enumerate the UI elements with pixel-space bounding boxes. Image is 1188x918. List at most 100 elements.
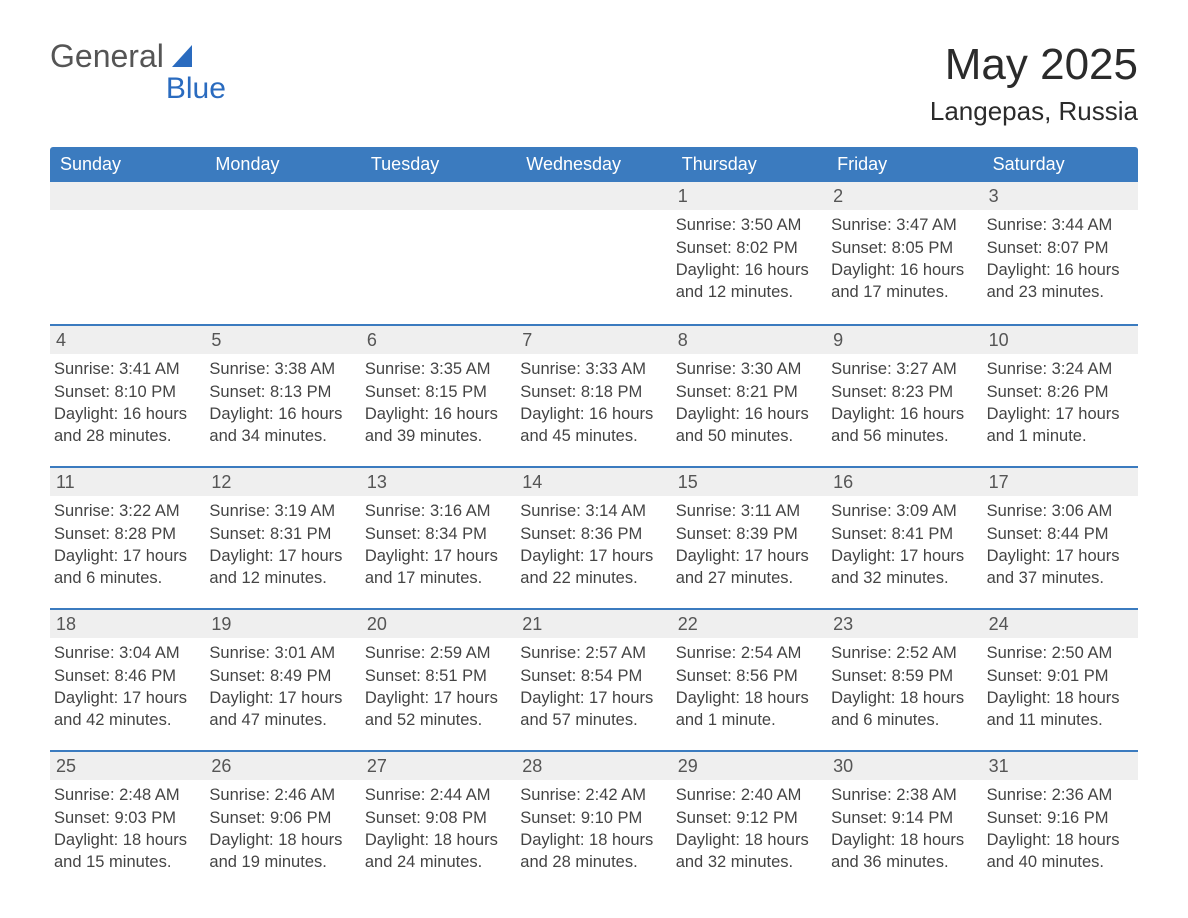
day-number: 18 xyxy=(50,610,205,638)
day-details: Sunrise: 2:38 AMSunset: 9:14 PMDaylight:… xyxy=(829,784,974,873)
weekday-header-row: SundayMondayTuesdayWednesdayThursdayFrid… xyxy=(50,147,1138,182)
weekday-label: Friday xyxy=(827,147,982,182)
day-number: 27 xyxy=(361,752,516,780)
day-number: 1 xyxy=(672,182,827,210)
day-details: Sunrise: 3:19 AMSunset: 8:31 PMDaylight:… xyxy=(207,500,352,589)
sunset-line: Sunset: 9:10 PM xyxy=(520,807,663,829)
daylight-line: Daylight: 17 hours and 27 minutes. xyxy=(676,545,819,590)
sunset-line: Sunset: 9:16 PM xyxy=(987,807,1130,829)
sunrise-line: Sunrise: 3:19 AM xyxy=(209,500,352,522)
day-cell: 10Sunrise: 3:24 AMSunset: 8:26 PMDayligh… xyxy=(983,326,1138,464)
daylight-line: Daylight: 17 hours and 37 minutes. xyxy=(987,545,1130,590)
day-details: Sunrise: 3:14 AMSunset: 8:36 PMDaylight:… xyxy=(518,500,663,589)
sunrise-line: Sunrise: 3:33 AM xyxy=(520,358,663,380)
day-number: 7 xyxy=(516,326,671,354)
daylight-line: Daylight: 18 hours and 36 minutes. xyxy=(831,829,974,874)
sunset-line: Sunset: 8:31 PM xyxy=(209,523,352,545)
day-number: 4 xyxy=(50,326,205,354)
day-number: 2 xyxy=(827,182,982,210)
day-details: Sunrise: 2:36 AMSunset: 9:16 PMDaylight:… xyxy=(985,784,1130,873)
day-cell: 20Sunrise: 2:59 AMSunset: 8:51 PMDayligh… xyxy=(361,610,516,748)
day-details: Sunrise: 3:44 AMSunset: 8:07 PMDaylight:… xyxy=(985,214,1130,303)
day-cell: 23Sunrise: 2:52 AMSunset: 8:59 PMDayligh… xyxy=(827,610,982,748)
sunrise-line: Sunrise: 2:42 AM xyxy=(520,784,663,806)
sunset-line: Sunset: 8:44 PM xyxy=(987,523,1130,545)
weekday-label: Thursday xyxy=(672,147,827,182)
day-cell: 11Sunrise: 3:22 AMSunset: 8:28 PMDayligh… xyxy=(50,468,205,606)
sunrise-line: Sunrise: 2:48 AM xyxy=(54,784,197,806)
week-row: 25Sunrise: 2:48 AMSunset: 9:03 PMDayligh… xyxy=(50,750,1138,890)
sunrise-line: Sunrise: 2:54 AM xyxy=(676,642,819,664)
day-details: Sunrise: 3:27 AMSunset: 8:23 PMDaylight:… xyxy=(829,358,974,447)
day-cell: 25Sunrise: 2:48 AMSunset: 9:03 PMDayligh… xyxy=(50,752,205,890)
daylight-line: Daylight: 17 hours and 57 minutes. xyxy=(520,687,663,732)
sunrise-line: Sunrise: 3:16 AM xyxy=(365,500,508,522)
day-details: Sunrise: 3:04 AMSunset: 8:46 PMDaylight:… xyxy=(52,642,197,731)
sunset-line: Sunset: 8:23 PM xyxy=(831,381,974,403)
daylight-line: Daylight: 17 hours and 12 minutes. xyxy=(209,545,352,590)
sunrise-line: Sunrise: 3:41 AM xyxy=(54,358,197,380)
week-row: 1Sunrise: 3:50 AMSunset: 8:02 PMDaylight… xyxy=(50,182,1138,322)
daylight-line: Daylight: 16 hours and 34 minutes. xyxy=(209,403,352,448)
week-row: 18 Sunrise: 3:04 AMSunset: 8:46 PMDayligh… xyxy=(50,608,1138,748)
day-number: 10 xyxy=(983,326,1138,354)
daylight-line: Daylight: 16 hours and 50 minutes. xyxy=(676,403,819,448)
day-details: Sunrise: 3:16 AMSunset: 8:34 PMDaylight:… xyxy=(363,500,508,589)
day-cell: 12Sunrise: 3:19 AMSunset: 8:31 PMDayligh… xyxy=(205,468,360,606)
sunrise-line: Sunrise: 3:47 AM xyxy=(831,214,974,236)
daylight-line: Daylight: 17 hours and 6 minutes. xyxy=(54,545,197,590)
sunset-line: Sunset: 8:02 PM xyxy=(676,237,819,259)
day-number: 16 xyxy=(827,468,982,496)
day-cell: 7Sunrise: 3:33 AMSunset: 8:18 PMDaylight… xyxy=(516,326,671,464)
day-number: 22 xyxy=(672,610,827,638)
day-details: Sunrise: 3:41 AMSunset: 8:10 PMDaylight:… xyxy=(52,358,197,447)
sunset-line: Sunset: 8:15 PM xyxy=(365,381,508,403)
daylight-line: Daylight: 17 hours and 47 minutes. xyxy=(209,687,352,732)
daylight-line: Daylight: 17 hours and 52 minutes. xyxy=(365,687,508,732)
sunrise-line: Sunrise: 2:36 AM xyxy=(987,784,1130,806)
sunset-line: Sunset: 8:10 PM xyxy=(54,381,197,403)
day-details: Sunrise: 3:30 AMSunset: 8:21 PMDaylight:… xyxy=(674,358,819,447)
daylight-line: Daylight: 17 hours and 42 minutes. xyxy=(54,687,197,732)
sunrise-line: Sunrise: 3:01 AM xyxy=(209,642,352,664)
day-cell xyxy=(361,182,516,322)
sunrise-line: Sunrise: 3:35 AM xyxy=(365,358,508,380)
daylight-line: Daylight: 18 hours and 32 minutes. xyxy=(676,829,819,874)
day-number: 13 xyxy=(361,468,516,496)
day-cell: 13 Sunrise: 3:16 AMSunset: 8:34 PMDayligh… xyxy=(361,468,516,606)
day-number: 23 xyxy=(827,610,982,638)
day-cell: 30Sunrise: 2:38 AMSunset: 9:14 PMDayligh… xyxy=(827,752,982,890)
sunset-line: Sunset: 9:14 PM xyxy=(831,807,974,829)
sunset-line: Sunset: 8:56 PM xyxy=(676,665,819,687)
day-number: 20 xyxy=(361,610,516,638)
sunrise-line: Sunrise: 2:40 AM xyxy=(676,784,819,806)
sunrise-line: Sunrise: 2:38 AM xyxy=(831,784,974,806)
day-details: Sunrise: 2:57 AMSunset: 8:54 PMDaylight:… xyxy=(518,642,663,731)
sunrise-line: Sunrise: 3:38 AM xyxy=(209,358,352,380)
daylight-line: Daylight: 18 hours and 24 minutes. xyxy=(365,829,508,874)
week-row: 11Sunrise: 3:22 AMSunset: 8:28 PMDayligh… xyxy=(50,466,1138,606)
day-details: Sunrise: 3:22 AMSunset: 8:28 PMDaylight:… xyxy=(52,500,197,589)
sunrise-line: Sunrise: 2:57 AM xyxy=(520,642,663,664)
sunset-line: Sunset: 8:51 PM xyxy=(365,665,508,687)
day-details: Sunrise: 2:46 AMSunset: 9:06 PMDaylight:… xyxy=(207,784,352,873)
day-details: Sunrise: 2:54 AMSunset: 8:56 PMDaylight:… xyxy=(674,642,819,731)
day-cell: 27Sunrise: 2:44 AMSunset: 9:08 PMDayligh… xyxy=(361,752,516,890)
day-number: 5 xyxy=(205,326,360,354)
weekday-label: Wednesday xyxy=(516,147,671,182)
daylight-line: Daylight: 17 hours and 17 minutes. xyxy=(365,545,508,590)
day-number: 29 xyxy=(672,752,827,780)
day-number: 3 xyxy=(983,182,1138,210)
sunrise-line: Sunrise: 2:50 AM xyxy=(987,642,1130,664)
sunrise-line: Sunrise: 3:06 AM xyxy=(987,500,1130,522)
day-cell: 14Sunrise: 3:14 AMSunset: 8:36 PMDayligh… xyxy=(516,468,671,606)
day-number xyxy=(516,182,671,210)
sunset-line: Sunset: 8:13 PM xyxy=(209,381,352,403)
day-cell: 21Sunrise: 2:57 AMSunset: 8:54 PMDayligh… xyxy=(516,610,671,748)
daylight-line: Daylight: 18 hours and 11 minutes. xyxy=(987,687,1130,732)
month-title: May 2025 xyxy=(930,40,1138,90)
sunset-line: Sunset: 9:12 PM xyxy=(676,807,819,829)
top-row: General Blue May 2025 Langepas, Russia xyxy=(50,40,1138,137)
daylight-line: Daylight: 16 hours and 28 minutes. xyxy=(54,403,197,448)
day-details: Sunrise: 3:35 AMSunset: 8:15 PMDaylight:… xyxy=(363,358,508,447)
